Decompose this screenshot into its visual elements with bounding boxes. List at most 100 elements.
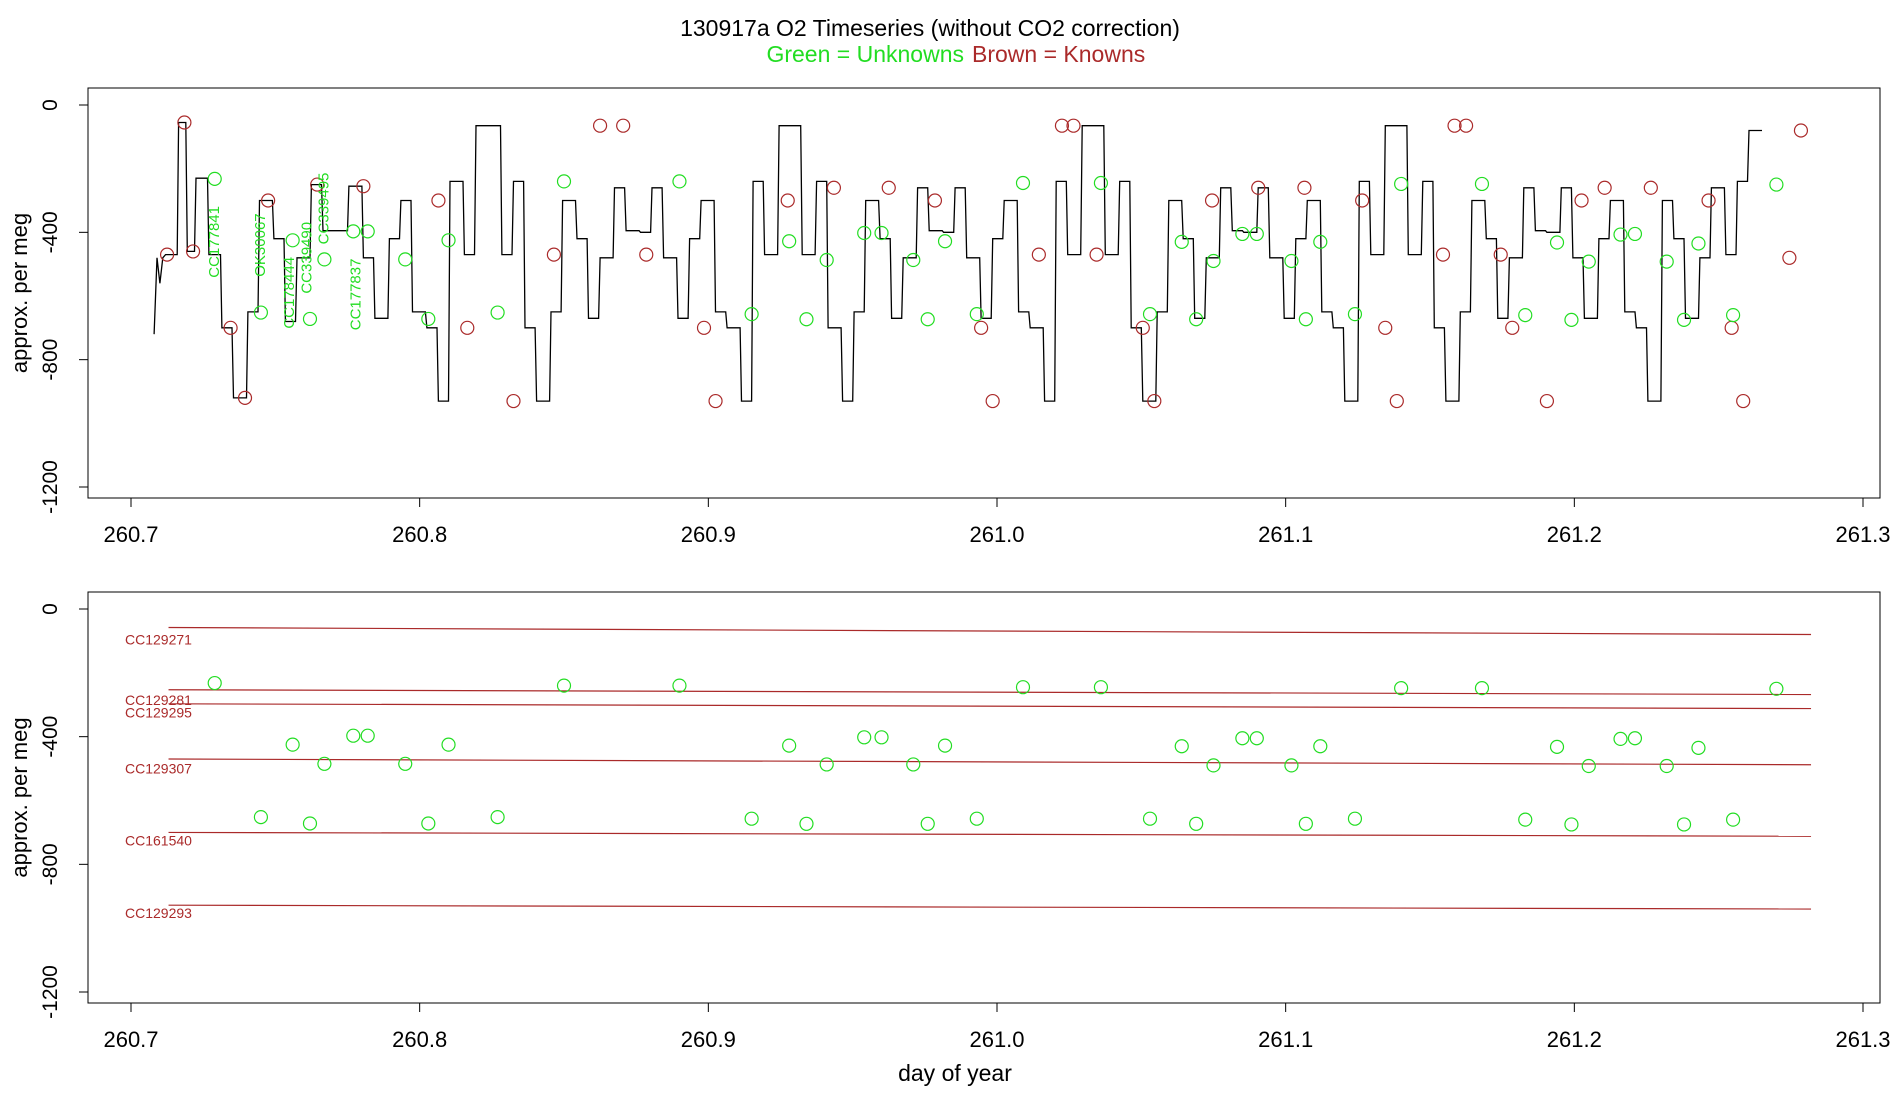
unknown-point	[317, 252, 332, 267]
unknown-point	[556, 174, 572, 189]
known-point	[1355, 193, 1370, 208]
top-x-tick-label: 261.3	[1835, 522, 1890, 547]
known-point	[826, 180, 842, 195]
sample-label: CC339490	[298, 222, 315, 294]
unknown-point	[1659, 254, 1674, 269]
unknown-point	[1249, 226, 1264, 242]
known-point	[780, 193, 795, 208]
known-point	[1447, 118, 1462, 133]
unknown-point	[1174, 739, 1189, 754]
unknown-point	[360, 224, 375, 239]
unknown-point	[1298, 312, 1313, 327]
known-point	[616, 118, 631, 133]
bottom-plot-frame	[87, 591, 1881, 1004]
known-point	[881, 180, 896, 195]
known-point	[1493, 247, 1508, 262]
reference-line	[168, 626, 1812, 636]
known-point	[1539, 393, 1555, 409]
unknown-point	[1189, 312, 1204, 327]
bottom-x-tick-label: 261.1	[1258, 1027, 1313, 1052]
known-point	[639, 247, 654, 262]
unknown-point	[1676, 312, 1692, 327]
unknown-point	[906, 252, 921, 268]
reference-line	[168, 904, 1812, 910]
known-point	[237, 390, 253, 405]
unknown-point	[1518, 308, 1533, 323]
top-x-tick-label: 260.9	[681, 522, 736, 547]
unknown-point	[360, 728, 375, 743]
top-x-tick-label: 261.2	[1547, 522, 1602, 547]
unknown-point	[556, 678, 572, 693]
bottom-x-tick-label: 260.7	[103, 1027, 158, 1052]
unknown-point	[1235, 226, 1250, 242]
chart-title: 130917a O2 Timeseries (without CO2 corre…	[680, 15, 1180, 41]
sample-label: CC178444	[281, 257, 298, 329]
bottom-x-tick-label: 261.2	[1547, 1027, 1602, 1052]
known-point	[1574, 193, 1589, 208]
unknown-point	[421, 816, 436, 831]
top-y-axis-label: approx. per meg	[7, 213, 32, 373]
sample-label: CC177841	[206, 206, 223, 278]
unknown-point	[302, 816, 318, 831]
unknown-point	[874, 730, 889, 745]
bottom-y-tick-label: -800	[39, 843, 62, 885]
top-y-tick-label: -800	[39, 339, 62, 381]
known-point	[1435, 247, 1451, 262]
known-point	[1251, 180, 1266, 195]
known-point	[696, 320, 712, 335]
known-point	[356, 179, 371, 194]
unknown-point	[285, 737, 300, 752]
known-point	[1701, 193, 1716, 208]
unknown-point	[1581, 254, 1596, 269]
known-point	[460, 320, 475, 335]
unknown-point	[799, 816, 814, 831]
known-point	[1597, 180, 1612, 195]
unknown-point	[1691, 236, 1706, 251]
known-point	[159, 247, 175, 262]
bottom-panel: 0 -400 -800 -1200 260.7 260.8 260.9 261.0 261.1 2…	[7, 591, 1891, 1052]
unknown-point	[920, 816, 935, 831]
unknown-point	[398, 756, 413, 771]
unknown-point	[490, 305, 505, 320]
top-x-tick-label: 261.0	[969, 522, 1024, 547]
unknown-point	[1627, 226, 1643, 242]
known-point	[974, 320, 989, 335]
bottom-y-tick-label: 0	[39, 603, 62, 615]
unknown-point	[1142, 811, 1158, 826]
unknown-point	[346, 728, 361, 743]
known-point	[310, 177, 325, 192]
known-point	[985, 393, 1000, 409]
known-point	[592, 118, 608, 133]
unknown-point	[1613, 227, 1628, 242]
unknown-point	[1284, 758, 1299, 773]
unknown-point	[874, 225, 889, 241]
unknown-point	[1015, 175, 1031, 191]
known-point	[708, 393, 723, 409]
known-point	[185, 244, 201, 259]
known-point	[1505, 320, 1520, 335]
unknown-point	[317, 756, 332, 771]
unknown-point	[1394, 681, 1409, 696]
known-point	[1782, 250, 1797, 265]
unknown-point	[1474, 681, 1490, 696]
known-point	[1147, 393, 1162, 409]
bottom-y-tick-label: -1200	[39, 965, 62, 1019]
unknown-point	[906, 757, 921, 772]
unknown-point	[421, 311, 436, 327]
reference-line-label: CC129295	[125, 705, 192, 721]
unknown-point	[302, 311, 318, 327]
unknown-point	[819, 757, 834, 772]
known-point	[1458, 118, 1474, 133]
known-point	[1389, 393, 1404, 409]
bottom-y-axis-label: approx. per meg	[7, 717, 32, 877]
top-x-tick-label: 260.7	[103, 522, 158, 547]
unknown-point	[1518, 812, 1533, 827]
unknown-point	[937, 234, 953, 249]
unknown-point	[1613, 731, 1628, 747]
unknown-point	[1189, 816, 1204, 831]
unknown-point	[1725, 812, 1741, 827]
unknown-point	[285, 233, 300, 248]
unknown-point	[1581, 758, 1596, 774]
